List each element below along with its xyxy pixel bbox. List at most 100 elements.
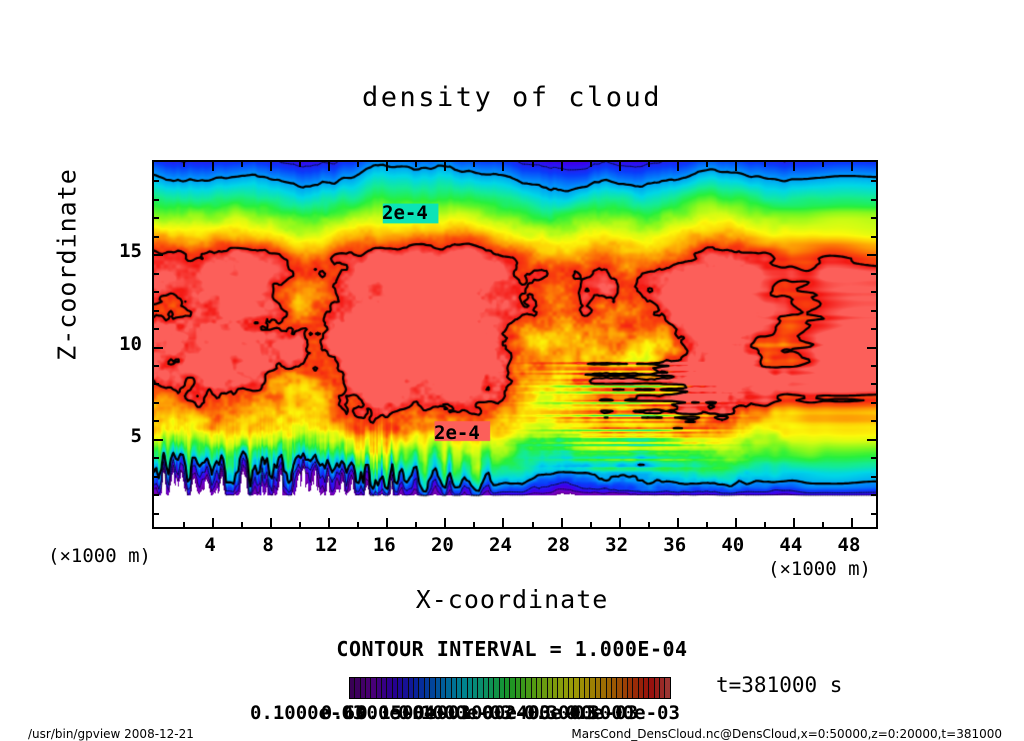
colorbar-segment bbox=[574, 678, 580, 698]
x-tick-label: 28 bbox=[547, 534, 570, 556]
colorbar-segment bbox=[462, 678, 468, 698]
colorbar-segment bbox=[424, 678, 431, 698]
x-tick-bottom bbox=[676, 518, 679, 527]
x-axis-title: X-coordinate bbox=[415, 585, 609, 614]
x-tick-top bbox=[241, 162, 244, 167]
colorbar-segment bbox=[472, 678, 479, 698]
x-tick-label: 12 bbox=[314, 534, 338, 556]
colorbar-segment bbox=[387, 678, 393, 698]
x-tick-top bbox=[473, 162, 476, 167]
plot-area bbox=[152, 160, 878, 529]
colorbar-segment bbox=[376, 678, 383, 698]
colorbar-segment bbox=[526, 678, 532, 698]
x-tick-bottom bbox=[386, 518, 389, 527]
colorbar-segment bbox=[360, 678, 367, 698]
x-tick-bottom bbox=[531, 522, 534, 527]
y-tick-right bbox=[871, 494, 876, 497]
colorbar-segment bbox=[665, 678, 670, 698]
x-tick-label: 4 bbox=[204, 534, 216, 556]
y-tick-left bbox=[154, 309, 159, 312]
colorbar-segment bbox=[398, 678, 404, 698]
y-tick-right bbox=[871, 180, 876, 183]
y-tick-right bbox=[867, 346, 876, 349]
colorbar-segment bbox=[371, 678, 377, 698]
colorbar-segment bbox=[606, 678, 612, 698]
x-tick-bottom bbox=[299, 522, 302, 527]
colorbar-tick-labels: 0.1000e-03 0.6000e-04 0.1500e-03 0.1000e-03… bbox=[250, 702, 680, 724]
x-tick-top bbox=[357, 162, 360, 167]
y-tick-left bbox=[154, 438, 163, 441]
x-tick-top bbox=[212, 162, 215, 171]
colorbar-tick-label: 0.6000e-04 bbox=[320, 702, 436, 724]
x-tick-top bbox=[647, 162, 650, 167]
y-tick-right bbox=[871, 328, 876, 331]
y-tick-left bbox=[154, 346, 163, 349]
x-tick-bottom bbox=[792, 518, 795, 527]
y-tick-left bbox=[154, 235, 159, 238]
contour-label-upper: 2e-4 bbox=[382, 202, 428, 224]
colorbar-segment bbox=[547, 678, 554, 698]
x-tick-top bbox=[183, 162, 186, 167]
y-tick-right bbox=[871, 420, 876, 423]
time-annotation: t=381000 s bbox=[716, 673, 843, 697]
y-tick-label: 15 bbox=[119, 240, 142, 263]
x-tick-bottom bbox=[850, 518, 853, 527]
y-tick-right bbox=[871, 457, 876, 460]
colorbar-segment bbox=[611, 678, 618, 698]
x-tick-bottom bbox=[183, 522, 186, 527]
y-tick-left bbox=[154, 364, 159, 367]
x-tick-top bbox=[560, 162, 563, 171]
colorbar-segment bbox=[440, 678, 447, 698]
x-tick-top bbox=[676, 162, 679, 171]
colorbar-segment bbox=[488, 678, 495, 698]
x-tick-bottom bbox=[357, 522, 360, 527]
y-tick-left bbox=[154, 420, 159, 423]
x-tick-label: 32 bbox=[605, 534, 629, 556]
y-tick-left bbox=[154, 328, 159, 331]
colorbar-segment bbox=[467, 678, 473, 698]
colorbar-tick-label: 0.1000e-03 bbox=[436, 702, 552, 724]
colorbar-segment bbox=[622, 678, 628, 698]
colorbar-segment bbox=[590, 678, 596, 698]
colorbar-segment bbox=[451, 678, 457, 698]
y-tick-left bbox=[154, 272, 159, 275]
x-tick-bottom bbox=[821, 522, 824, 527]
x-tick-top bbox=[705, 162, 708, 167]
colorbar-tick-label: 0.3000e-03 bbox=[523, 702, 639, 724]
colorbar bbox=[349, 677, 671, 699]
colorbar-segment bbox=[579, 678, 586, 698]
colorbar-tick-label: 0.1000e-03 bbox=[249, 702, 365, 724]
x-tick-bottom bbox=[270, 518, 273, 527]
colorbar-segment bbox=[382, 678, 388, 698]
colorbar-segment bbox=[617, 678, 623, 698]
colorbar-segment bbox=[537, 678, 543, 698]
colorbar-segment bbox=[435, 678, 441, 698]
y-tick-right bbox=[867, 438, 876, 441]
x-tick-label: 44 bbox=[779, 534, 803, 556]
x-tick-bottom bbox=[763, 522, 766, 527]
y-tick-left bbox=[154, 254, 163, 257]
y-tick-right bbox=[867, 254, 876, 257]
colorbar-segment bbox=[585, 678, 591, 698]
x-tick-bottom bbox=[241, 522, 244, 527]
x-tick-top bbox=[270, 162, 273, 171]
colorbar-segment bbox=[521, 678, 527, 698]
x-tick-label: 24 bbox=[489, 534, 512, 556]
y-tick-left bbox=[154, 383, 159, 386]
colorbar-segment bbox=[654, 678, 660, 698]
y-tick-right bbox=[871, 512, 876, 515]
y-tick-left bbox=[154, 457, 159, 460]
colorbar-segment bbox=[355, 678, 361, 698]
y-tick-right bbox=[871, 291, 876, 294]
x-tick-label: 16 bbox=[372, 534, 396, 556]
x-tick-top bbox=[618, 162, 621, 171]
y-tick-label: 10 bbox=[119, 332, 142, 355]
colorbar-segment bbox=[531, 678, 538, 698]
x-tick-top bbox=[734, 162, 737, 171]
colorbar-segment bbox=[504, 678, 511, 698]
x-tick-top bbox=[589, 162, 592, 167]
y-tick-left bbox=[154, 475, 159, 478]
page-title: density of cloud bbox=[361, 82, 663, 113]
footer-dataset: MarsCond_DensCloud.nc@DensCloud,x=0:5000… bbox=[571, 727, 1002, 741]
y-tick-right bbox=[871, 383, 876, 386]
